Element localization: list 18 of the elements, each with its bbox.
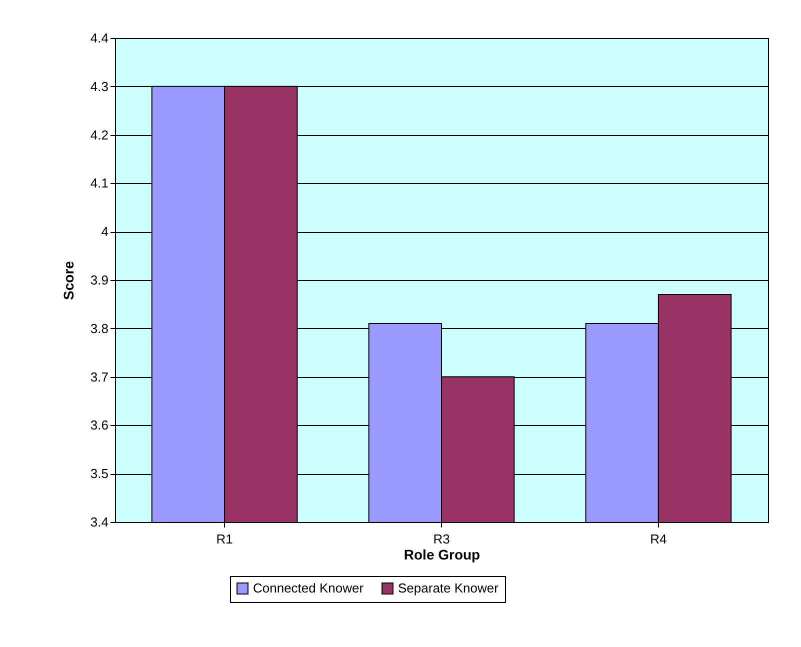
x-tick-label: R1 [216,532,233,546]
y-tick-label: 3.5 [90,466,108,482]
y-tick-label: 3.6 [90,418,108,433]
y-tick-label: 4.2 [90,127,108,142]
y-tick-label: 3.9 [90,272,108,288]
x-tick-label: R3 [433,532,450,546]
y-tick-label: 4.1 [90,176,108,191]
y-tick-label: 4.3 [90,78,108,94]
legend-label: Separate Knower [398,580,500,596]
y-tick-label: 3.8 [90,320,108,336]
y-tick-label: 3.7 [90,369,108,384]
y-tick-label: 4 [101,224,108,240]
x-tick-label: R4 [650,532,667,546]
legend-label: Connected Knower [253,580,364,596]
y-tick-label: 3.4 [90,514,108,530]
y-axis-title: Score [60,260,76,300]
y-tick-label: 4.4 [90,30,108,46]
x-axis-title: Role Group [404,546,480,562]
